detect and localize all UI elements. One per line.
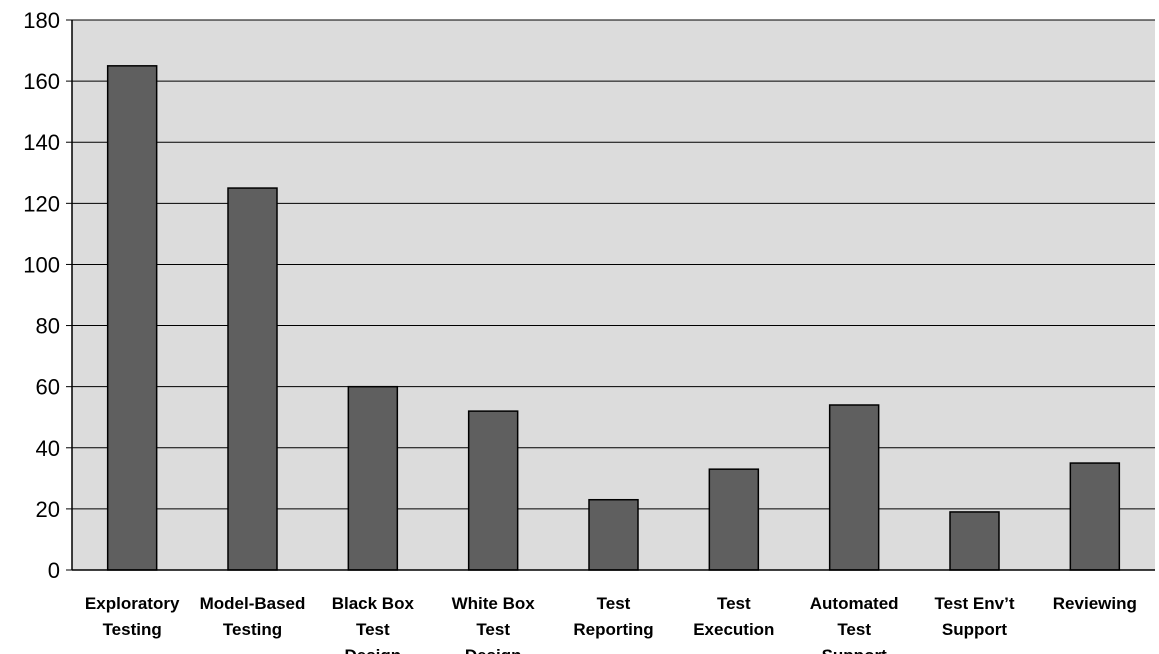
x-tick-label-line: Reporting bbox=[573, 620, 653, 639]
bar bbox=[828, 404, 880, 571]
x-tick-label: Automated Test Support bbox=[810, 594, 899, 654]
y-tick-label: 100 bbox=[23, 252, 60, 277]
y-tick-label: 120 bbox=[23, 191, 60, 216]
y-tick-label: 20 bbox=[36, 497, 60, 522]
y-axis: 0 20 40 60 80 100 120 140 160 180 bbox=[23, 8, 73, 583]
x-tick-label-line: Automated bbox=[810, 594, 899, 613]
x-tick-label-line: Test bbox=[717, 594, 751, 613]
x-tick-label-line: Testing bbox=[223, 620, 282, 639]
y-tick-label: 60 bbox=[36, 375, 60, 400]
x-tick-label-line: Exploratory bbox=[85, 594, 180, 613]
x-tick-label: Test Execution bbox=[693, 594, 774, 639]
bar bbox=[347, 385, 399, 571]
bar bbox=[1069, 462, 1121, 571]
x-axis: Exploratory Testing Model-Based Testing Blac… bbox=[72, 569, 1155, 654]
y-tick-label: 40 bbox=[36, 436, 60, 461]
x-tick-label: Black Box Test Design bbox=[332, 594, 415, 654]
x-tick-label-line: Test bbox=[476, 620, 510, 639]
bar bbox=[708, 468, 760, 571]
bar bbox=[588, 498, 639, 571]
x-tick-label: Test Reporting bbox=[573, 594, 653, 639]
y-tick-label: 80 bbox=[36, 314, 60, 339]
x-tick-label-line: Testing bbox=[103, 620, 162, 639]
bar bbox=[106, 65, 158, 571]
x-tick-label-line: Design bbox=[465, 646, 522, 654]
x-tick-label-line: Test bbox=[597, 594, 631, 613]
y-tick-label: 140 bbox=[23, 130, 60, 155]
x-tick-label-line: Test bbox=[356, 620, 390, 639]
x-tick-label-line: Execution bbox=[693, 620, 774, 639]
x-tick-label: Test Env’t Support bbox=[935, 594, 1015, 639]
x-tick-label-line: Test Env’t bbox=[935, 594, 1015, 613]
bar bbox=[467, 410, 519, 571]
y-tick-label: 180 bbox=[23, 8, 60, 33]
x-tick-label-line: Black Box bbox=[332, 594, 415, 613]
x-tick-label: Exploratory Testing bbox=[85, 594, 180, 639]
x-tick-label-line: Model-Based bbox=[200, 594, 306, 613]
x-tick-label: White Box Test Design bbox=[452, 594, 536, 654]
x-tick-label: Reviewing bbox=[1053, 594, 1137, 613]
bar bbox=[949, 511, 1000, 571]
x-tick-label-line: Design bbox=[344, 646, 401, 654]
y-tick-label: 160 bbox=[23, 69, 60, 94]
x-tick-label-line: White Box bbox=[452, 594, 536, 613]
x-tick-label-line: Reviewing bbox=[1053, 594, 1137, 613]
x-tick-label-line: Test bbox=[837, 620, 871, 639]
y-tick-label: 0 bbox=[48, 558, 60, 583]
x-tick-label: Model-Based Testing bbox=[200, 594, 306, 639]
x-tick-label-line: Support bbox=[822, 646, 887, 654]
x-tick-label-line: Support bbox=[942, 620, 1007, 639]
bar bbox=[227, 187, 278, 571]
bars bbox=[106, 65, 1121, 571]
